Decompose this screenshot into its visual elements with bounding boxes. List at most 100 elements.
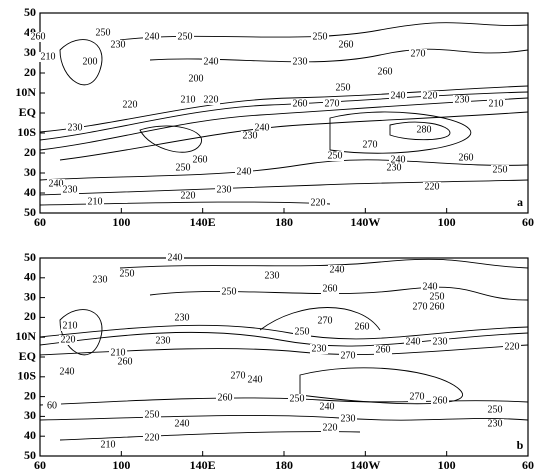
contour-label: 200 [189,73,204,84]
label-mask [323,99,341,109]
contour-label: 240 [255,122,270,133]
contour-label: 220 [204,94,219,105]
label-mask [389,155,407,165]
label-mask [241,131,259,141]
contour-label: 230 [293,56,308,67]
y-tick-label: 30 [24,45,36,59]
y-tick-label: 50 [24,205,36,219]
y-tick-label: 40 [24,270,36,284]
label-mask [487,99,505,109]
label-mask [166,253,184,263]
label-mask [109,40,127,50]
x-tick-label: 100 [438,458,456,472]
contour-label: 230 [312,343,327,354]
contour-label: 260 [218,392,233,403]
label-mask [486,419,504,429]
x-tick-label: 100 [112,458,130,472]
y-tick-label: EQ [19,349,36,363]
contour-label: 240 [391,154,406,165]
y-tick-label: 30 [24,165,36,179]
contour-label: 220 [145,432,160,443]
label-mask [29,32,47,42]
label-mask [173,313,191,323]
contour-label: 240 [248,374,263,385]
contour-label: 210 [41,51,56,62]
label-mask [61,185,79,195]
contour-label: 210 [181,94,196,105]
label-mask [291,99,309,109]
contour-label: 240 [168,252,183,263]
contour-label: 240 [237,166,252,177]
contour-label: 230 [387,162,402,173]
contour-label: 250 [120,268,135,279]
label-mask [173,419,191,429]
label-mask [374,345,392,355]
x-tick-label: 140W [350,458,380,472]
contour-label: 250 [145,409,160,420]
x-tick-label: 140E [190,215,216,229]
contour-label: 210 [489,98,504,109]
label-mask [179,95,197,105]
label-mask [174,163,192,173]
label-mask [235,167,253,177]
contour-label: 230 [217,184,232,195]
label-mask [339,414,357,424]
contour-label: 250 [328,150,343,161]
label-mask [263,271,281,281]
contour-label: 250 [488,404,503,415]
y-tick-label: 30 [24,289,36,303]
label-mask [81,57,99,67]
contour-label: 260 [293,98,308,109]
contour-label: 230 [243,130,258,141]
x-tick-label: 140E [190,458,216,472]
label-mask [86,197,104,207]
contour-label: 210 [101,439,116,450]
contour-label: 250 [430,291,445,302]
label-mask [179,191,197,201]
label-mask [457,153,475,163]
label-mask [353,322,371,332]
contour-label: 260 [378,66,393,77]
contour-label: 220 [505,341,520,352]
label-mask [66,123,84,133]
label-mask [216,393,234,403]
label-mask [316,316,334,326]
x-tick-label: 100 [438,215,456,229]
contour-label: 240 [204,56,219,67]
y-tick-label: 10N [15,329,36,343]
y-tick-label: 20 [24,65,36,79]
contour-label: 230 [433,336,448,347]
y-tick-label: 40 [24,428,36,442]
y-tick-label: 20 [24,145,36,159]
label-mask [339,351,357,361]
contour-label: 270 [325,98,340,109]
label-mask [408,392,426,402]
label-mask [321,284,339,294]
contour-label: 230 [488,418,503,429]
contour-label: 270 [341,350,356,361]
label-mask [385,163,403,173]
label-mask [229,371,247,381]
label-mask [428,292,446,302]
panel-label: b [517,438,524,452]
label-mask [58,367,76,377]
contour-label: 230 [265,270,280,281]
y-tick-label: 30 [24,408,36,422]
contour-label: 220 [61,334,76,345]
contour-label: 220 [181,190,196,201]
label-mask [389,91,407,101]
contour-label: 230 [341,413,356,424]
label-mask [428,302,446,312]
contour-label: 220 [323,422,338,433]
contour-label: 270 [363,139,378,150]
x-tick-label: 60 [522,215,534,229]
label-mask [321,423,339,433]
label-mask [503,342,521,352]
label-mask [59,335,77,345]
label-mask [91,275,109,285]
contour-label: 240 [49,178,64,189]
label-mask [411,302,429,312]
y-tick-label: 50 [24,5,36,19]
label-mask [176,32,194,42]
label-mask [143,433,161,443]
